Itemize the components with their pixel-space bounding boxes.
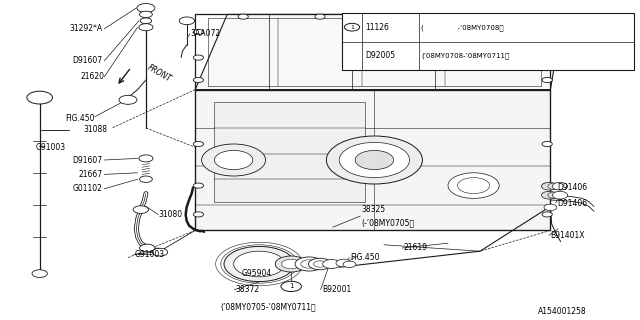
Circle shape: [140, 244, 155, 252]
Circle shape: [315, 14, 325, 19]
Circle shape: [32, 270, 47, 277]
Circle shape: [526, 14, 536, 19]
Circle shape: [344, 23, 360, 31]
Text: (               -’08MY0708〉: ( -’08MY0708〉: [421, 24, 504, 30]
Circle shape: [193, 212, 204, 217]
Circle shape: [179, 17, 195, 25]
Circle shape: [214, 150, 253, 170]
Circle shape: [323, 260, 340, 268]
Circle shape: [542, 77, 552, 83]
Circle shape: [542, 183, 552, 188]
Circle shape: [458, 178, 490, 194]
Circle shape: [193, 183, 204, 188]
Text: G91003: G91003: [35, 143, 65, 152]
Circle shape: [140, 176, 152, 182]
Text: D91406: D91406: [557, 199, 587, 208]
Text: A154001258: A154001258: [538, 308, 586, 316]
Circle shape: [152, 248, 168, 256]
Text: 21619: 21619: [403, 244, 428, 252]
Circle shape: [140, 18, 152, 24]
Circle shape: [343, 261, 356, 268]
Circle shape: [541, 191, 557, 199]
Text: B91401X: B91401X: [550, 231, 585, 240]
Text: (-’08MY0705〉: (-’08MY0705〉: [362, 218, 415, 227]
Circle shape: [27, 91, 52, 104]
Circle shape: [193, 55, 204, 60]
Circle shape: [301, 260, 317, 268]
Polygon shape: [195, 14, 563, 90]
Text: D91607: D91607: [72, 56, 102, 65]
Text: 1: 1: [350, 25, 354, 30]
Circle shape: [234, 251, 285, 277]
Text: 31080: 31080: [159, 210, 183, 219]
Circle shape: [448, 173, 499, 198]
Circle shape: [542, 29, 552, 35]
Circle shape: [238, 14, 248, 19]
Text: G91003: G91003: [134, 250, 164, 259]
Circle shape: [139, 24, 153, 31]
Circle shape: [326, 136, 422, 184]
Text: (’08MY0708-’08MY0711〉: (’08MY0708-’08MY0711〉: [421, 53, 509, 59]
Circle shape: [119, 95, 137, 104]
Circle shape: [308, 258, 332, 270]
Circle shape: [193, 141, 204, 147]
Circle shape: [202, 144, 266, 176]
Circle shape: [552, 191, 568, 199]
Text: D92005: D92005: [365, 52, 395, 60]
Text: G01102: G01102: [72, 184, 102, 193]
Text: 38325: 38325: [362, 205, 386, 214]
Circle shape: [542, 141, 552, 147]
Text: FIG.450: FIG.450: [65, 114, 95, 123]
Circle shape: [224, 246, 294, 282]
Circle shape: [542, 55, 552, 60]
Circle shape: [139, 155, 153, 162]
Text: 38372: 38372: [236, 285, 260, 294]
Text: 31292*A: 31292*A: [69, 24, 102, 33]
Circle shape: [193, 29, 204, 35]
Circle shape: [281, 281, 301, 292]
Circle shape: [336, 259, 351, 267]
Circle shape: [542, 212, 552, 217]
Text: 1: 1: [289, 284, 294, 289]
Circle shape: [392, 14, 402, 19]
Circle shape: [282, 259, 301, 269]
Circle shape: [193, 77, 204, 83]
Text: (’08MY0705-’08MY0711〉: (’08MY0705-’08MY0711〉: [221, 303, 316, 312]
Circle shape: [552, 182, 568, 190]
Text: 21620: 21620: [81, 72, 104, 81]
Circle shape: [275, 256, 307, 272]
Text: D91607: D91607: [72, 156, 102, 164]
Circle shape: [140, 11, 152, 18]
Circle shape: [541, 182, 557, 190]
Text: 11126: 11126: [365, 23, 388, 32]
Circle shape: [355, 150, 394, 170]
Polygon shape: [195, 90, 550, 230]
Circle shape: [314, 261, 326, 267]
Circle shape: [339, 142, 410, 178]
Text: 31088: 31088: [83, 125, 108, 134]
Text: 3AA072: 3AA072: [191, 29, 221, 38]
Text: D91406: D91406: [557, 183, 587, 192]
Text: 21667: 21667: [78, 170, 102, 179]
Circle shape: [295, 257, 323, 271]
Circle shape: [137, 4, 155, 12]
Circle shape: [548, 192, 561, 198]
Polygon shape: [214, 102, 365, 202]
Circle shape: [468, 14, 479, 19]
Text: FIG.450: FIG.450: [351, 253, 380, 262]
Circle shape: [548, 183, 561, 189]
Circle shape: [544, 204, 557, 211]
Bar: [342, 13, 634, 70]
Text: FRONT: FRONT: [146, 63, 173, 84]
Text: B92001: B92001: [322, 285, 351, 294]
Text: G95904: G95904: [242, 269, 272, 278]
Circle shape: [133, 206, 148, 213]
